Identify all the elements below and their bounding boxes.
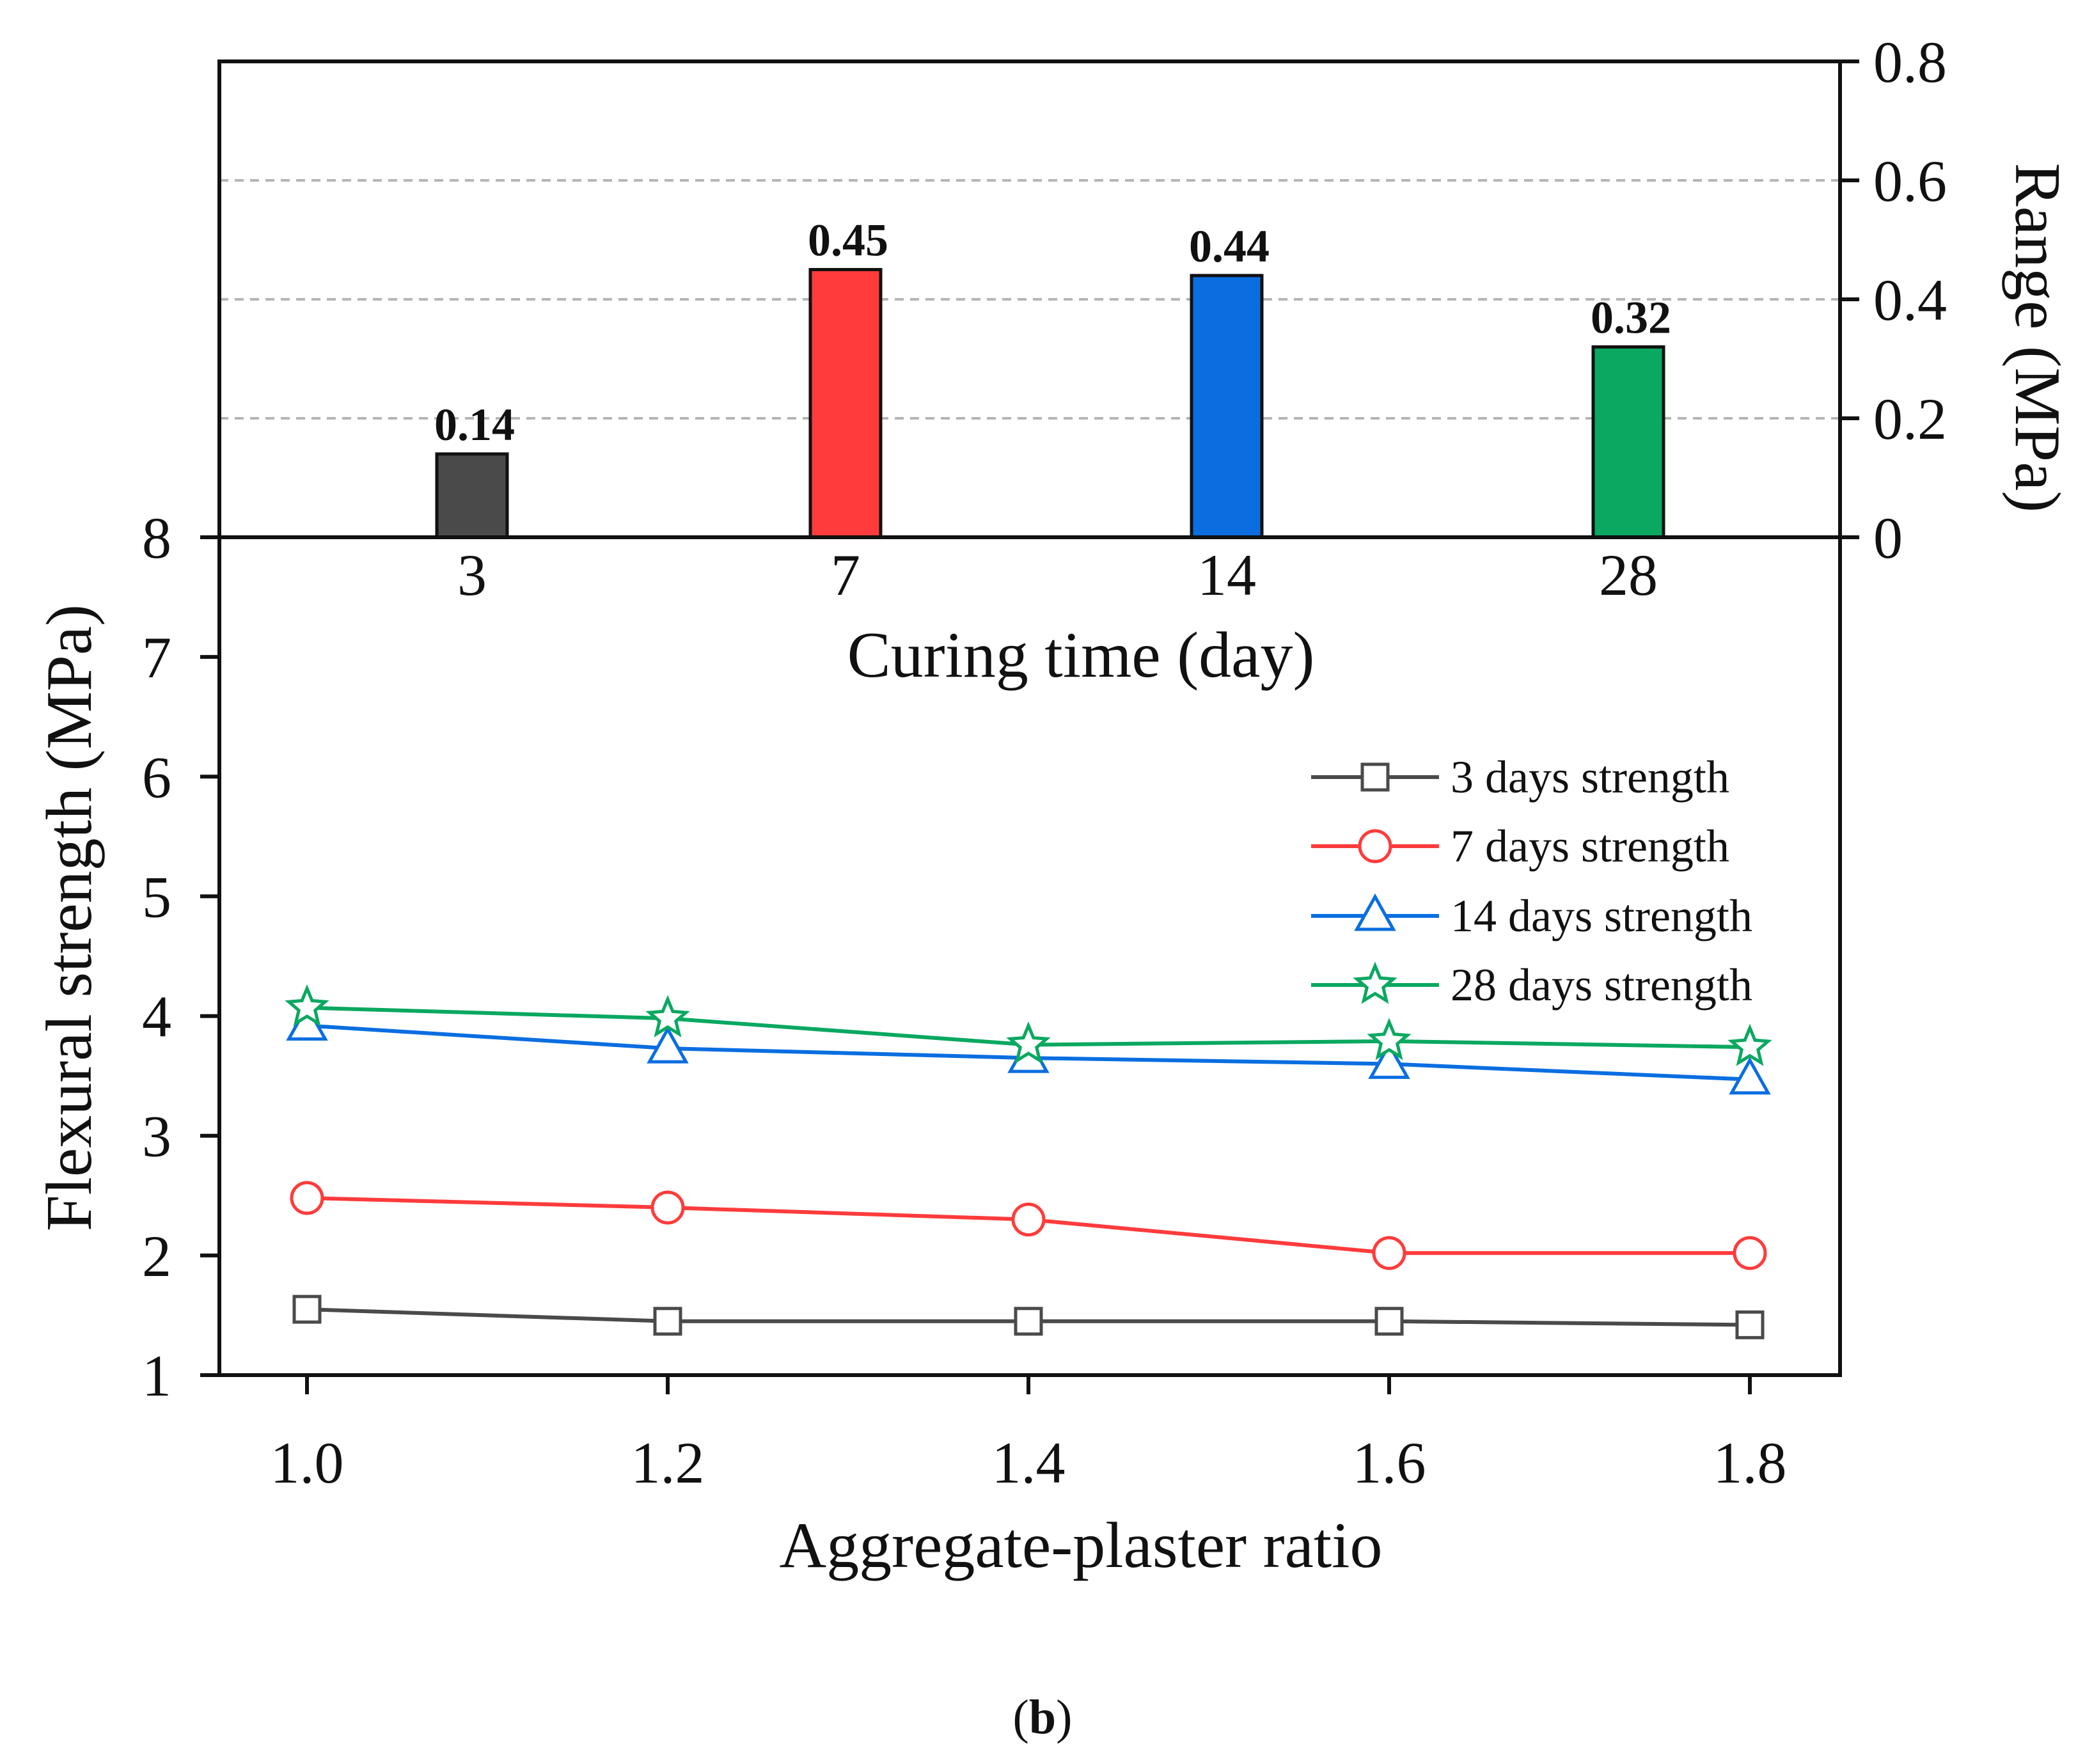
- line-y-tick-label: 2: [142, 1224, 171, 1289]
- bar-value-label: 0.32: [1591, 292, 1671, 343]
- bar-x-tick-label: 3: [457, 542, 487, 608]
- bar-y-tick-label: 0.4: [1873, 267, 1947, 333]
- legend-label: 3 days strength: [1451, 752, 1729, 803]
- legend-marker-star: [1353, 961, 1397, 1004]
- line-y-tick-label: 4: [142, 984, 171, 1050]
- bar-y-tick-label: 0.2: [1873, 386, 1947, 452]
- data-point-circle: [1733, 1236, 1767, 1270]
- figure-caption: (b): [1013, 1690, 1073, 1744]
- legend-label: 14 days strength: [1451, 890, 1752, 941]
- line-x-tick-label: 1.8: [1713, 1430, 1787, 1495]
- line-y-axis-ticks: 1 2 3 4 5 6 7 8: [142, 505, 219, 1408]
- bar-y-tick-label: 0: [1873, 505, 1903, 571]
- line-y-tick-label: 8: [142, 505, 171, 571]
- legend-marker-circle: [1358, 829, 1392, 863]
- bar-x-axis-title: Curing time (day): [847, 619, 1315, 691]
- bar-7: [808, 268, 883, 539]
- legend-label: 28 days strength: [1451, 959, 1752, 1011]
- bar-value-label: 0.44: [1189, 221, 1270, 272]
- line-y-tick-label: 3: [142, 1104, 171, 1169]
- bar-value-labels: 0.14 0.45 0.44 0.32: [434, 215, 1671, 450]
- bar-y-axis-title: Range (MPa): [2001, 163, 2073, 513]
- data-point-square: [292, 1295, 322, 1324]
- line-y-tick-label: 6: [142, 744, 171, 810]
- line-x-tick-label: 1.0: [271, 1430, 344, 1495]
- bar-3: [435, 452, 509, 539]
- bar-x-tick-label: 28: [1599, 542, 1658, 608]
- data-point-circle: [1011, 1202, 1046, 1237]
- data-point-square: [1374, 1307, 1404, 1336]
- line-y-tick-label: 1: [142, 1343, 171, 1408]
- data-point-square: [1014, 1307, 1043, 1336]
- line-x-tick-label: 1.4: [992, 1430, 1066, 1495]
- line-series: [285, 984, 1772, 1339]
- plot-frame: [217, 59, 1842, 1377]
- data-point-star: [645, 995, 690, 1037]
- line-x-tick-label: 1.2: [631, 1430, 705, 1495]
- bar-28: [1591, 345, 1665, 539]
- legend-marker-square: [1360, 762, 1390, 792]
- line-y-tick-label: 5: [142, 864, 171, 929]
- data-point-circle: [290, 1181, 324, 1215]
- bar-x-axis-ticks: 3 7 14 28: [457, 542, 1658, 608]
- bar-x-tick-label: 7: [831, 542, 860, 608]
- caption-open-paren: (: [1013, 1690, 1029, 1744]
- data-point-triangle: [647, 1025, 689, 1064]
- data-point-star: [285, 984, 329, 1027]
- bar-value-label: 0.45: [808, 215, 888, 266]
- bar-value-label: 0.14: [434, 399, 515, 450]
- line-y-tick-label: 7: [142, 625, 171, 690]
- line-x-axis-ticks: 1.0 1.2 1.4 1.6 1.8: [271, 1375, 1787, 1495]
- legend: 3 days strength 7 days strength 14 days st…: [1311, 752, 1752, 1011]
- data-point-triangle: [1729, 1057, 1771, 1095]
- bar-y-axis-ticks: 0 0.2 0.4 0.6 0.8: [1840, 29, 1947, 571]
- data-point-circle: [1372, 1236, 1406, 1270]
- data-point-square: [653, 1307, 682, 1336]
- line-x-tick-label: 1.6: [1353, 1430, 1426, 1495]
- bar-x-tick-label: 14: [1197, 542, 1256, 608]
- data-point-triangle: [1368, 1041, 1410, 1079]
- data-point-star: [1367, 1018, 1412, 1060]
- bar-y-tick-label: 0.6: [1873, 148, 1947, 214]
- data-point-star: [1727, 1023, 1772, 1066]
- data-point-circle: [650, 1190, 685, 1225]
- data-point-square: [1735, 1310, 1765, 1339]
- legend-marker-triangle: [1354, 893, 1396, 931]
- bar-y-tick-label: 0.8: [1873, 29, 1947, 95]
- caption-label: b: [1029, 1690, 1056, 1744]
- bar-series: [435, 268, 1665, 539]
- line-y-axis-title: Flexural strength (MPa): [33, 604, 106, 1231]
- plot-border: [217, 59, 1842, 1377]
- bar-14: [1190, 274, 1264, 539]
- legend-label: 7 days strength: [1451, 821, 1729, 872]
- line-x-axis-title: Aggregate-plaster ratio: [779, 1509, 1382, 1582]
- data-point-star: [1006, 1021, 1051, 1064]
- caption-close-paren: ): [1056, 1690, 1072, 1744]
